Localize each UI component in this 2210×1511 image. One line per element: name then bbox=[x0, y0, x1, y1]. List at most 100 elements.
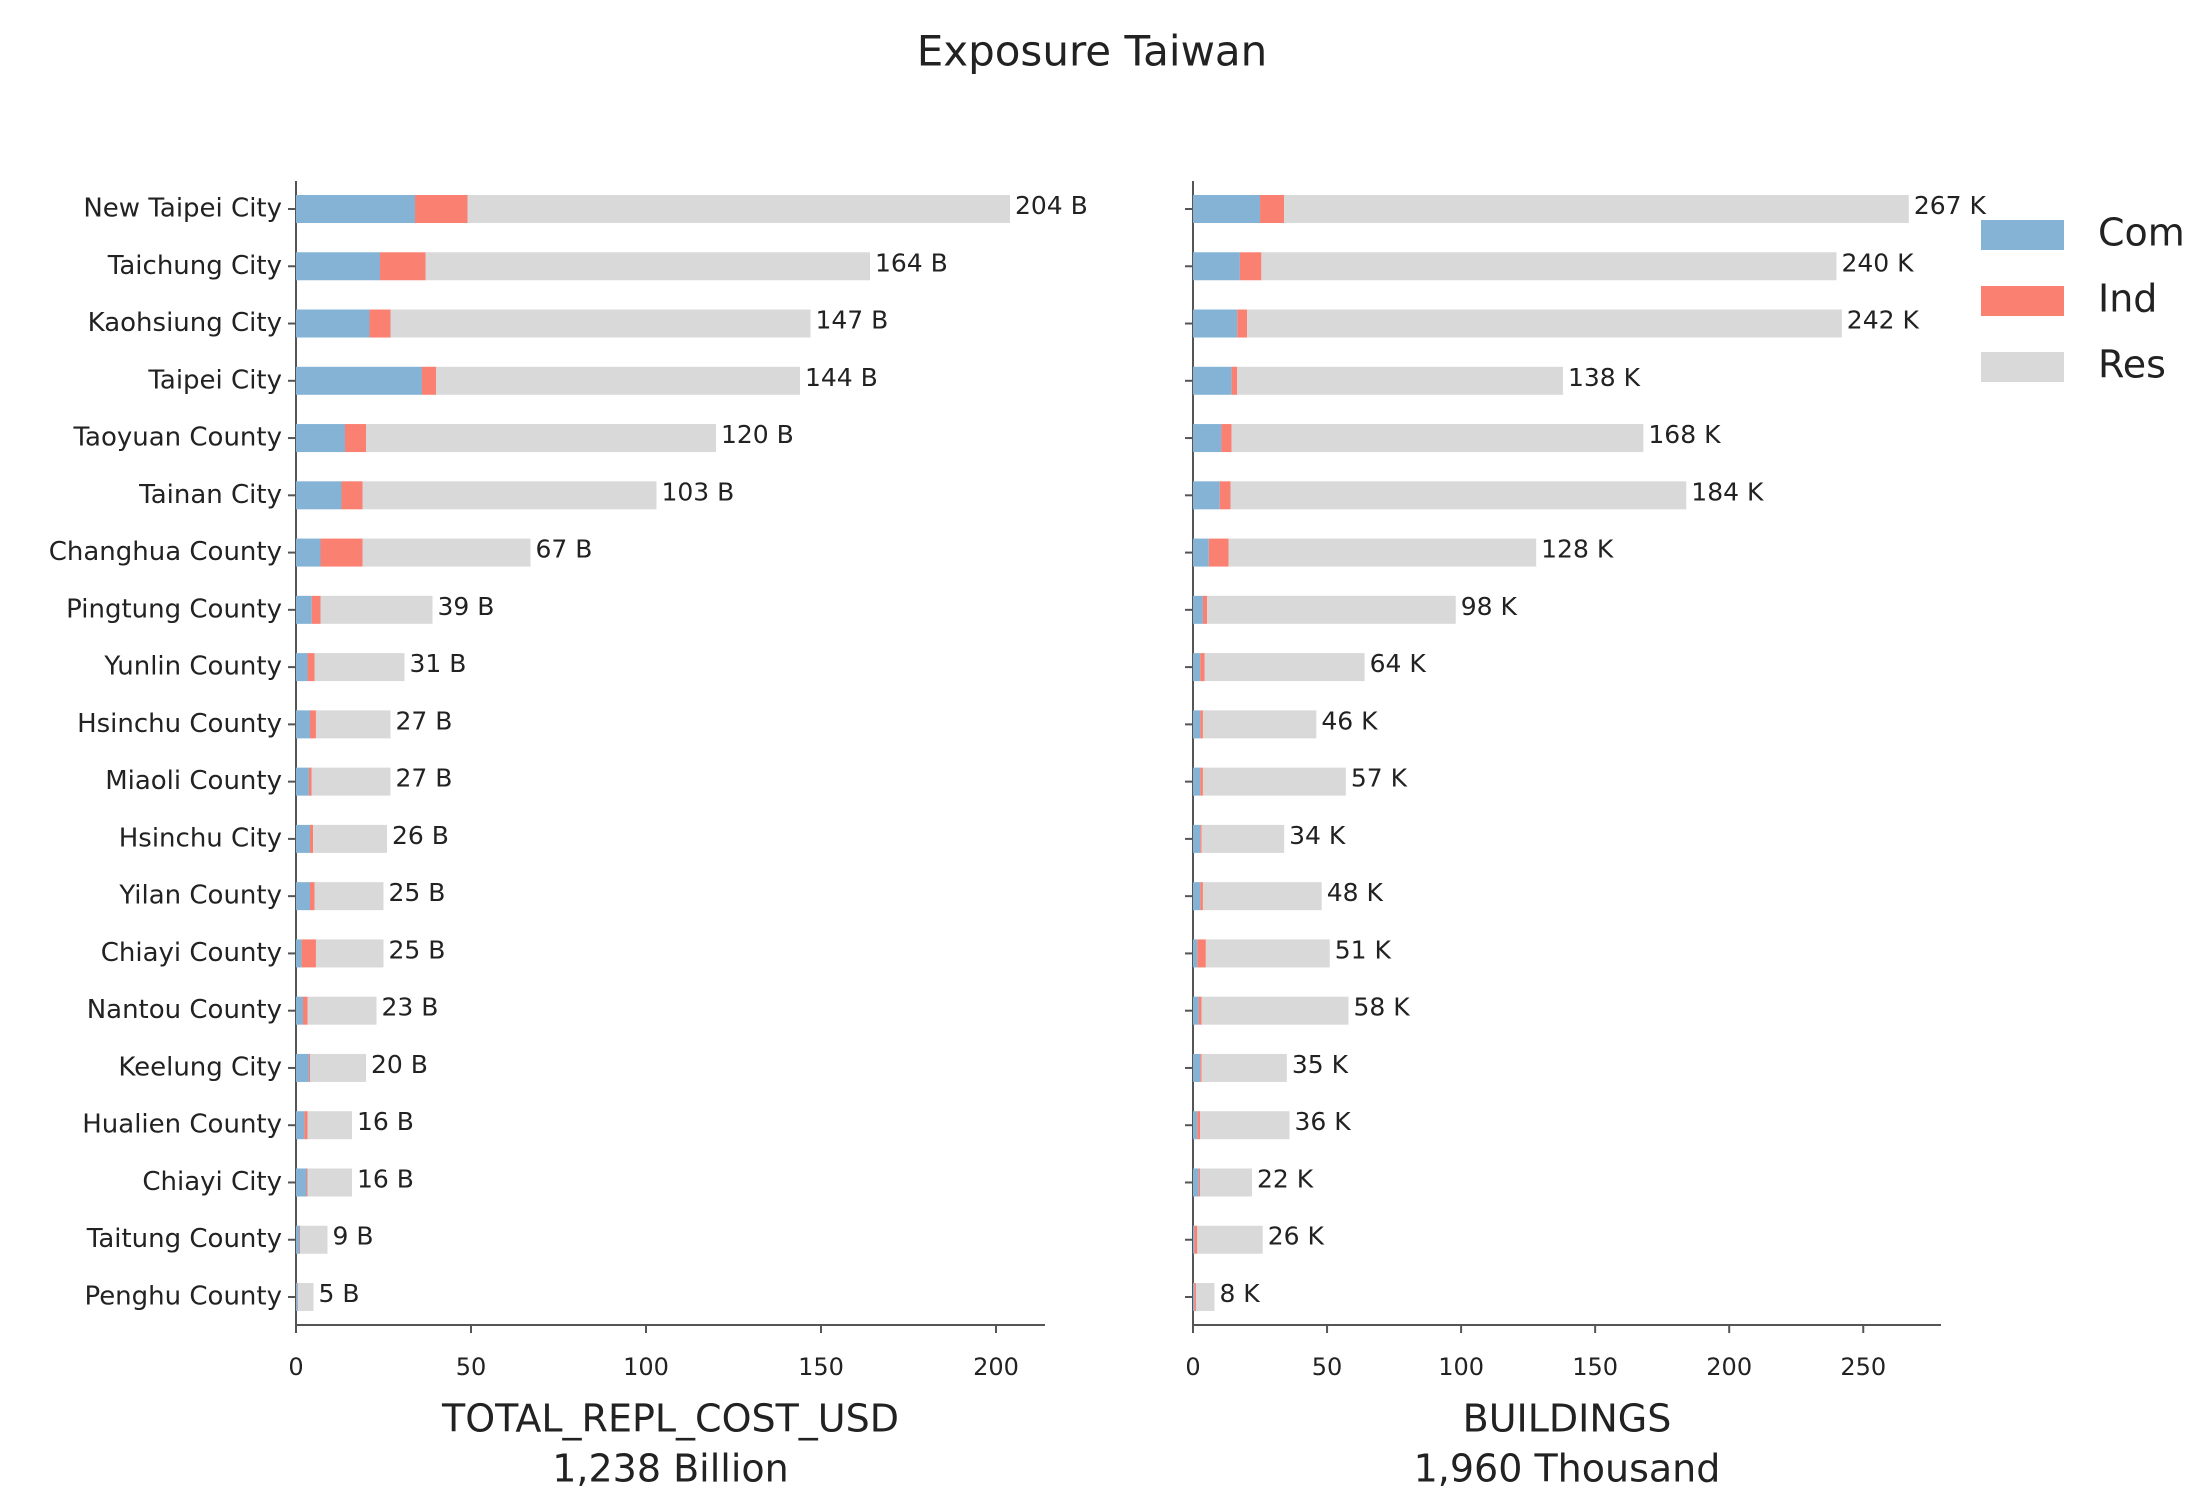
bar-segment bbox=[425, 252, 870, 281]
y-tick-label: Miaoli County bbox=[105, 766, 282, 796]
bar-segment bbox=[1205, 939, 1330, 968]
legend-swatch bbox=[1981, 352, 2064, 382]
bar-segment bbox=[1200, 1111, 1290, 1140]
value-label: 31 B bbox=[410, 649, 467, 678]
bar-segment bbox=[310, 710, 316, 739]
y-tick-label: Hsinchu County bbox=[77, 709, 282, 739]
value-label: 57 K bbox=[1351, 764, 1408, 793]
bar-segment bbox=[296, 252, 380, 281]
value-label: 168 K bbox=[1648, 420, 1721, 449]
bar-segment bbox=[1198, 1168, 1201, 1197]
bar-segment bbox=[307, 653, 315, 682]
bar-segment bbox=[296, 710, 310, 739]
value-label: 51 K bbox=[1335, 935, 1392, 964]
y-tick-label: Taipei City bbox=[147, 365, 282, 395]
bar-segment bbox=[380, 252, 426, 281]
bar-segment bbox=[1193, 252, 1240, 281]
value-label: 144 B bbox=[805, 363, 878, 392]
bar-segment bbox=[296, 195, 415, 223]
value-label: 128 K bbox=[1541, 535, 1614, 564]
bar-segment bbox=[306, 1168, 308, 1197]
x-tick-label: 100 bbox=[623, 1353, 669, 1381]
bar-segment bbox=[304, 1111, 308, 1140]
bar-segment bbox=[1200, 824, 1202, 853]
bar-segment bbox=[296, 595, 312, 624]
bar-segment bbox=[1197, 1225, 1263, 1254]
value-label: 27 B bbox=[396, 764, 453, 793]
value-label: 27 B bbox=[396, 706, 453, 735]
y-tick-label: Chiayi City bbox=[142, 1167, 282, 1197]
value-label: 204 B bbox=[1015, 191, 1088, 220]
legend-swatch bbox=[1981, 220, 2064, 250]
y-tick-label: Changhua County bbox=[49, 537, 282, 567]
bar-segment bbox=[311, 767, 391, 796]
value-label: 164 B bbox=[875, 248, 948, 277]
bar-segment bbox=[1193, 882, 1201, 911]
bar-segment bbox=[296, 1225, 300, 1254]
bar-segment bbox=[296, 1111, 305, 1140]
value-label: 36 K bbox=[1295, 1107, 1352, 1136]
bar-segment bbox=[1200, 653, 1205, 682]
y-tick-label: Chiayi County bbox=[101, 938, 282, 968]
bar-segment bbox=[1200, 1053, 1202, 1082]
x-tick-label: 200 bbox=[1706, 1353, 1752, 1381]
bar-segment bbox=[1197, 939, 1206, 968]
value-label: 46 K bbox=[1321, 706, 1378, 735]
value-label: 103 B bbox=[662, 477, 735, 506]
bar-segment bbox=[310, 824, 314, 853]
bar-segment bbox=[1193, 538, 1209, 567]
bar-segment bbox=[1202, 882, 1322, 911]
y-tick-label: Taichung City bbox=[107, 251, 282, 281]
bar-segment bbox=[1201, 824, 1285, 853]
bar-segment bbox=[1237, 366, 1563, 395]
x-tick-label: 150 bbox=[1572, 1353, 1618, 1381]
bar-segment bbox=[1231, 424, 1644, 453]
bar-segment bbox=[1193, 1111, 1198, 1140]
bar-segment bbox=[320, 595, 433, 624]
y-tick-label: Yilan County bbox=[118, 881, 282, 911]
bar-segment bbox=[296, 939, 302, 968]
x-tick-label: 250 bbox=[1840, 1353, 1886, 1381]
bar-segment bbox=[310, 882, 315, 911]
bar-segment bbox=[1193, 710, 1201, 739]
bar-segment bbox=[308, 1053, 310, 1082]
bar-segment bbox=[315, 939, 384, 968]
bar-segment bbox=[1228, 538, 1537, 567]
bar-segment bbox=[1193, 309, 1238, 338]
bar-segment bbox=[390, 309, 811, 338]
bar-segment bbox=[1200, 882, 1203, 911]
bar-segment bbox=[1200, 767, 1203, 796]
bar-segment bbox=[1193, 767, 1201, 796]
value-label: 98 K bbox=[1461, 592, 1518, 621]
value-label: 25 B bbox=[389, 878, 446, 907]
value-label: 58 K bbox=[1353, 993, 1410, 1022]
value-label: 138 K bbox=[1568, 363, 1641, 392]
bar-segment bbox=[1193, 195, 1261, 223]
bar-segment bbox=[314, 882, 384, 911]
value-label: 23 B bbox=[382, 993, 439, 1022]
x-axis-label: BUILDINGS bbox=[1463, 1397, 1672, 1441]
bar-segment bbox=[1260, 195, 1285, 223]
x-tick-label: 50 bbox=[1312, 1353, 1343, 1381]
bar-segment bbox=[1193, 1168, 1199, 1197]
x-axis-label: TOTAL_REPL_COST_USD bbox=[441, 1397, 899, 1441]
bar-segment bbox=[467, 195, 1010, 223]
y-tick-label: Taoyuan County bbox=[72, 423, 282, 453]
value-label: 20 B bbox=[371, 1050, 428, 1079]
bar-segment bbox=[362, 481, 657, 510]
value-label: 9 B bbox=[333, 1222, 374, 1251]
y-tick-label: Pingtung County bbox=[66, 594, 282, 624]
bar-segment bbox=[307, 996, 377, 1025]
bar-segment bbox=[296, 653, 308, 682]
bar-segment bbox=[307, 1168, 352, 1197]
bar-segment bbox=[436, 366, 800, 395]
legend-swatch bbox=[1981, 286, 2064, 316]
value-label: 242 K bbox=[1847, 306, 1920, 335]
y-tick-label: Hualien County bbox=[82, 1110, 282, 1140]
bar-segment bbox=[1230, 481, 1687, 510]
bar-segment bbox=[415, 195, 468, 223]
bar-segment bbox=[1193, 653, 1201, 682]
bar-segment bbox=[296, 1053, 309, 1082]
bar-segment bbox=[300, 1225, 328, 1254]
bar-segment bbox=[299, 1225, 301, 1254]
